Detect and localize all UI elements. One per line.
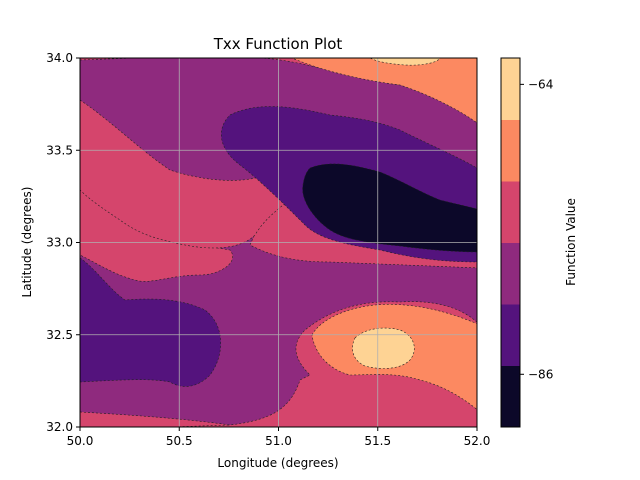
colorbar-segment xyxy=(501,365,520,428)
contour-level-2-lower xyxy=(80,257,221,387)
y-tick-label: 32.5 xyxy=(46,328,73,342)
contour-level-6-upper xyxy=(369,58,441,66)
y-tick-label: 33.5 xyxy=(46,143,73,157)
x-tick-label: 50.0 xyxy=(67,434,94,448)
colorbar-tick-label: −86 xyxy=(528,367,553,381)
x-tick-label: 51.5 xyxy=(364,434,391,448)
colorbar-label: Function Value xyxy=(564,198,578,286)
colorbar-segment xyxy=(501,58,520,120)
contour-level-1-lowest xyxy=(302,163,477,253)
contour-level-4-bottom xyxy=(80,411,231,427)
contour-fills xyxy=(80,58,477,427)
colorbar-segment xyxy=(501,181,520,243)
colorbar-frame xyxy=(500,57,521,428)
x-axis-ticks: 50.0 50.5 51.0 51.5 52.0 xyxy=(67,427,491,448)
y-tick-label: 32.0 xyxy=(46,420,73,434)
colorbar-segment xyxy=(501,304,520,366)
colorbar xyxy=(501,58,520,428)
colorbar-segment xyxy=(501,119,520,182)
contour-level-6-lower xyxy=(352,327,415,369)
y-axis-ticks: 32.0 32.5 33.0 33.5 34.0 xyxy=(46,51,80,434)
colorbar-tick-label: −64 xyxy=(528,77,553,91)
y-tick-label: 33.0 xyxy=(46,236,73,250)
chart-title: Txx Function Plot xyxy=(213,35,343,53)
x-tick-label: 51.0 xyxy=(265,434,292,448)
x-tick-label: 52.0 xyxy=(464,434,491,448)
colorbar-ticks: −64 −86 xyxy=(520,77,553,381)
contour-level-5-upper xyxy=(291,58,477,124)
x-axis-label: Longitude (degrees) xyxy=(217,456,338,470)
colorbar-segment xyxy=(501,242,520,305)
y-tick-label: 34.0 xyxy=(46,51,73,65)
y-axis-label: Latitude (degrees) xyxy=(20,187,34,298)
x-tick-label: 50.5 xyxy=(166,434,193,448)
